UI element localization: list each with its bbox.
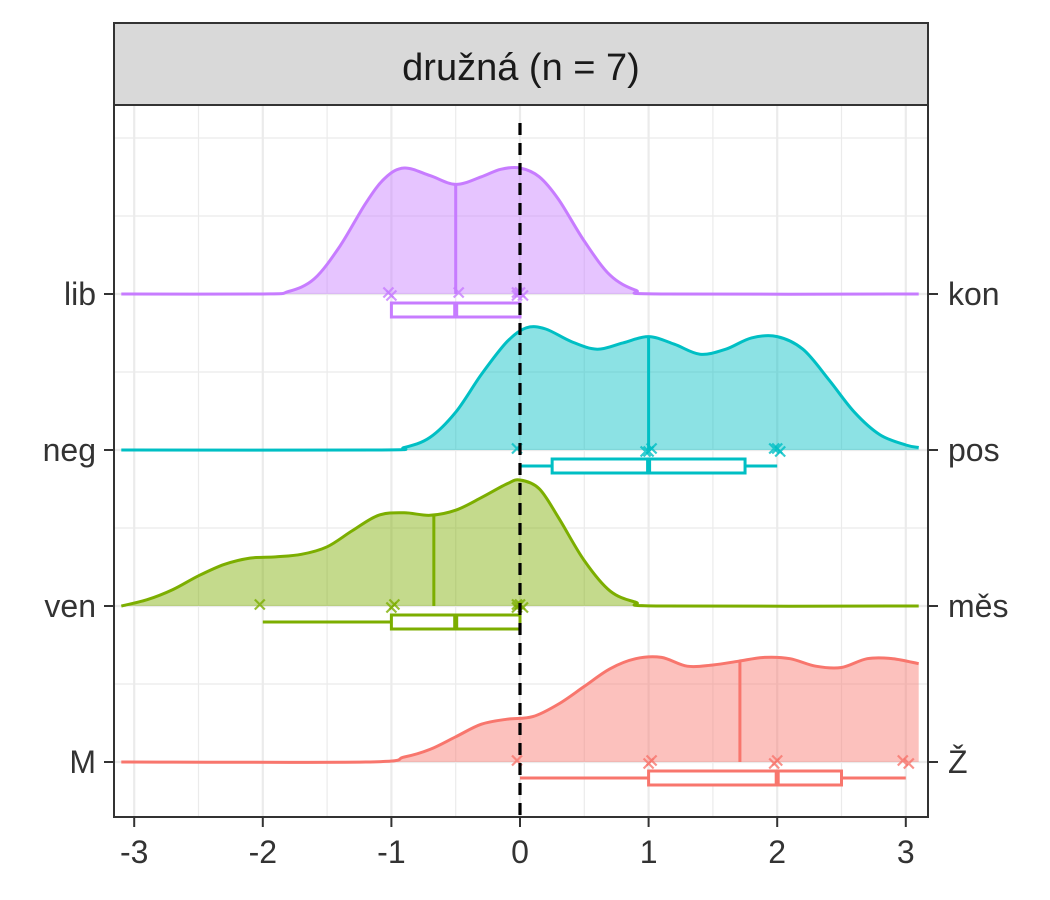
- data-point-marker: [254, 598, 266, 611]
- data-point-marker: [385, 289, 398, 302]
- x-tick-label: -1: [377, 834, 405, 870]
- facet-title: družná (n = 7): [402, 47, 640, 89]
- axes: -3 -2 -1 0 1 2 3 lib kon neg pos ven měs M Ž: [43, 276, 1009, 870]
- data-point-marker: [897, 754, 909, 767]
- density-line-M: [121, 655, 919, 764]
- data-point-marker: [452, 286, 465, 299]
- ridge-M: [121, 655, 919, 787]
- x-tick-label: 0: [511, 834, 529, 870]
- y-left-label-ven: ven: [44, 588, 96, 624]
- data-point-marker: [645, 442, 658, 455]
- y-right-label-pos: pos: [948, 432, 1000, 468]
- data-point-marker: [645, 754, 658, 767]
- data-point-marker: [639, 445, 652, 458]
- data-point-marker: [388, 598, 401, 611]
- data-point-marker: [903, 757, 915, 770]
- x-tick-label: 3: [897, 834, 915, 870]
- y-left-label-neg: neg: [43, 432, 96, 468]
- y-left-label-M: M: [69, 744, 96, 780]
- x-tick-label: 1: [640, 834, 658, 870]
- x-tick-label: -3: [120, 834, 148, 870]
- data-point-marker: [771, 754, 783, 767]
- density-line-neg: [121, 325, 919, 452]
- x-tick-label: 2: [768, 834, 786, 870]
- density-line-lib: [121, 165, 919, 296]
- y-right-label-kon: kon: [948, 276, 1000, 312]
- data-point-marker: [768, 442, 780, 455]
- y-left-label-lib: lib: [64, 276, 96, 312]
- box-iqr-M: [647, 769, 843, 787]
- density-area-M: [121, 656, 919, 763]
- y-right-label-měs: měs: [948, 588, 1008, 624]
- x-tick-label: -2: [249, 834, 277, 870]
- data-point-marker: [774, 445, 786, 458]
- facet-strip: [113, 22, 929, 106]
- y-right-label-Ž: Ž: [948, 744, 968, 780]
- density-line-ven: [120, 478, 919, 608]
